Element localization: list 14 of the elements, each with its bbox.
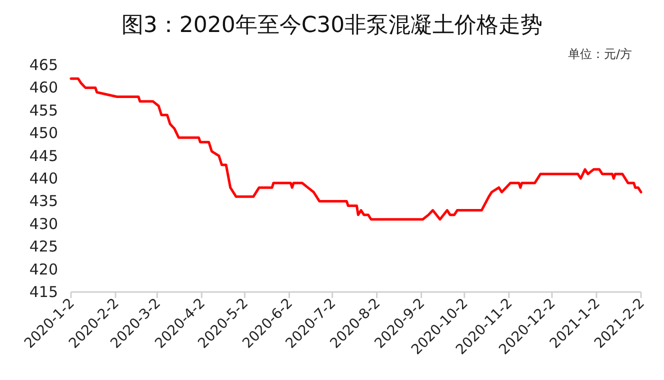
y-tick-label: 445 (29, 146, 58, 165)
text: 单位：元/方 (568, 47, 632, 61)
y-tick-label: 420 (29, 260, 58, 278)
y-tick-label: 450 (29, 124, 58, 142)
chart-title: 图3：2020年至今C30非泵混凝土价格走势 (121, 13, 543, 38)
y-tick-label: 415 (29, 283, 58, 301)
y-tick-label: 435 (29, 192, 58, 210)
line-series (70, 77, 642, 221)
y-tick-label: 455 (29, 101, 58, 120)
y-tick-label: 460 (29, 78, 58, 97)
y-tick-label: 465 (29, 56, 58, 74)
y-tick-label: 425 (29, 238, 58, 256)
y-tick-label: 440 (29, 170, 58, 188)
y-tick-label: 430 (29, 214, 58, 233)
